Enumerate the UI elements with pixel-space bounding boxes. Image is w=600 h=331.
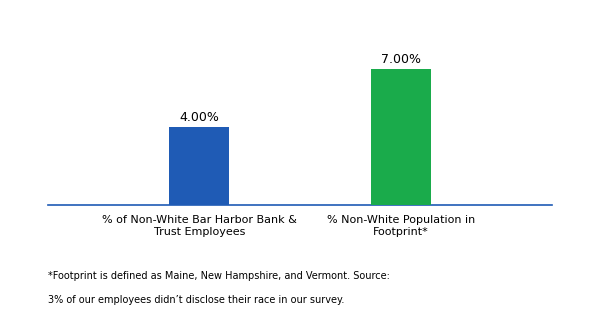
Text: *Footprint is defined as Maine, New Hampshire, and Vermont. Source:: *Footprint is defined as Maine, New Hamp… — [48, 271, 393, 281]
Bar — [371, 69, 431, 205]
Text: 4.00%: 4.00% — [179, 112, 219, 124]
Text: 3% of our employees didn’t disclose their race in our survey.: 3% of our employees didn’t disclose thei… — [48, 295, 344, 305]
Bar — [169, 127, 229, 205]
Text: 7.00%: 7.00% — [381, 53, 421, 66]
